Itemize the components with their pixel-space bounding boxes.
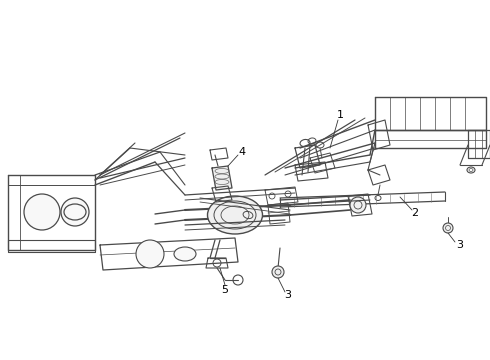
Text: 5: 5 — [221, 285, 228, 295]
Polygon shape — [212, 166, 232, 190]
Ellipse shape — [207, 196, 263, 234]
Text: 3: 3 — [457, 240, 464, 250]
Circle shape — [24, 194, 60, 230]
Circle shape — [272, 266, 284, 278]
Circle shape — [61, 198, 89, 226]
Text: 1: 1 — [337, 110, 343, 120]
Text: 3: 3 — [285, 290, 292, 300]
Circle shape — [350, 197, 366, 213]
Text: 4: 4 — [239, 147, 245, 157]
Text: 2: 2 — [412, 208, 418, 218]
Circle shape — [443, 223, 453, 233]
Circle shape — [136, 240, 164, 268]
Ellipse shape — [174, 247, 196, 261]
Ellipse shape — [64, 204, 86, 220]
